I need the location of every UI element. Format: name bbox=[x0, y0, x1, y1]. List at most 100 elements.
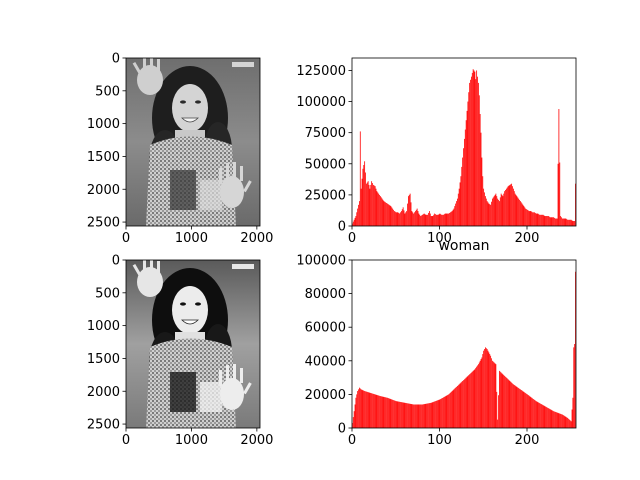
histogram-bar bbox=[416, 208, 418, 226]
histogram-bar bbox=[371, 393, 373, 428]
histogram-bar bbox=[538, 214, 540, 226]
histogram-bar bbox=[558, 413, 560, 428]
y-axis-ticks: 0 20000 40000 60000 80000 100000 bbox=[296, 254, 352, 437]
histogram-bar bbox=[493, 196, 495, 226]
histogram-bar bbox=[569, 420, 571, 428]
histogram-bar bbox=[437, 214, 439, 226]
histogram-bar bbox=[541, 404, 543, 428]
y-tick-label: 50000 bbox=[305, 157, 346, 172]
histogram-bar bbox=[552, 410, 554, 428]
histogram-bar bbox=[421, 215, 422, 226]
histogram-bar bbox=[493, 362, 495, 428]
chart-title: woman bbox=[438, 238, 489, 254]
histogram-bar bbox=[481, 357, 483, 428]
histogram-bar bbox=[545, 406, 547, 428]
y-tick-label: 0 bbox=[338, 422, 346, 437]
histogram-bar bbox=[505, 376, 506, 428]
histogram-bar bbox=[441, 398, 443, 428]
histogram-bar bbox=[564, 218, 566, 226]
histogram-bar bbox=[442, 214, 443, 226]
histogram-bar bbox=[445, 395, 447, 428]
histogram-bar bbox=[541, 214, 542, 226]
histogram-bar bbox=[496, 196, 498, 226]
histogram-bar bbox=[495, 193, 497, 226]
histogram-bar bbox=[392, 399, 394, 428]
histogram-bar bbox=[540, 214, 541, 226]
histogram-bar bbox=[558, 109, 560, 226]
histogram-bar bbox=[572, 221, 574, 226]
histogram-bar bbox=[360, 389, 362, 428]
histogram-bar bbox=[398, 401, 400, 428]
histogram-bar bbox=[385, 397, 387, 428]
histogram-bar bbox=[524, 392, 526, 428]
histogram-bar bbox=[509, 184, 511, 226]
histogram-bar bbox=[478, 364, 479, 428]
histogram-bar bbox=[540, 403, 541, 428]
histogram-bar bbox=[419, 404, 421, 428]
histogram-bar bbox=[460, 382, 462, 428]
histogram-bar bbox=[501, 194, 503, 226]
histogram-bar bbox=[469, 374, 471, 428]
histogram-bar bbox=[412, 212, 414, 226]
histogram-bar bbox=[503, 193, 505, 226]
histogram-bar bbox=[363, 390, 365, 428]
histogram-bar bbox=[452, 390, 454, 428]
histogram-bar bbox=[507, 186, 509, 226]
histogram-bar bbox=[410, 202, 412, 226]
histogram-bar bbox=[425, 403, 427, 428]
histogram-bar bbox=[554, 217, 555, 226]
histogram-bar bbox=[388, 398, 390, 428]
y-tick-label: 75000 bbox=[305, 126, 346, 141]
histogram-bar bbox=[403, 402, 405, 428]
histogram-bar bbox=[491, 358, 492, 428]
histogram-bar bbox=[389, 205, 391, 226]
histogram-bar bbox=[355, 397, 357, 428]
histogram-bar bbox=[563, 218, 565, 226]
histogram-bar bbox=[466, 110, 468, 226]
histogram-bar bbox=[416, 404, 418, 428]
histogram-bar bbox=[464, 378, 466, 428]
histogram-bar bbox=[471, 372, 472, 428]
histogram-bar bbox=[494, 194, 496, 226]
histogram-bar bbox=[513, 384, 514, 428]
histogram-bar bbox=[441, 214, 443, 226]
histogram-bar bbox=[465, 377, 467, 428]
histogram-bar bbox=[439, 213, 441, 226]
histogram-bar bbox=[508, 185, 510, 226]
histogram-bar bbox=[496, 391, 498, 428]
histogram-bar bbox=[562, 414, 563, 428]
histogram-bar bbox=[511, 183, 513, 226]
histogram-bar bbox=[573, 347, 575, 428]
histogram-bar bbox=[547, 216, 548, 226]
histogram-bar bbox=[368, 392, 370, 428]
y-tick-label: 2500 bbox=[87, 418, 120, 433]
histogram-bar bbox=[438, 399, 440, 428]
histogram-bar bbox=[404, 402, 406, 428]
x-tick-label: 200 bbox=[515, 231, 540, 246]
histogram-bar bbox=[556, 218, 558, 226]
histogram-bar bbox=[573, 221, 575, 226]
histogram-bar bbox=[513, 188, 514, 226]
histogram-bar bbox=[522, 204, 524, 226]
histogram-bar bbox=[425, 214, 427, 226]
histogram-bar bbox=[492, 361, 494, 428]
histogram-bar bbox=[525, 393, 527, 428]
histogram-bar bbox=[420, 404, 422, 428]
histogram-bar bbox=[459, 182, 461, 226]
histogram-bar bbox=[440, 398, 442, 428]
histogram-bar bbox=[570, 421, 572, 428]
histogram-bar bbox=[408, 194, 410, 226]
histogram-bar bbox=[365, 391, 366, 428]
histogram-bar bbox=[469, 82, 471, 226]
histogram-bar bbox=[468, 92, 470, 226]
histogram-bar bbox=[424, 214, 426, 226]
histogram-bar bbox=[512, 186, 513, 226]
histogram-bar bbox=[417, 211, 419, 226]
histogram-bar bbox=[405, 402, 407, 428]
histogram-bar bbox=[494, 363, 496, 428]
histogram-bar bbox=[399, 213, 401, 226]
histogram-bar bbox=[536, 213, 538, 226]
histogram-bar bbox=[548, 216, 550, 226]
histogram-bar bbox=[520, 202, 522, 226]
